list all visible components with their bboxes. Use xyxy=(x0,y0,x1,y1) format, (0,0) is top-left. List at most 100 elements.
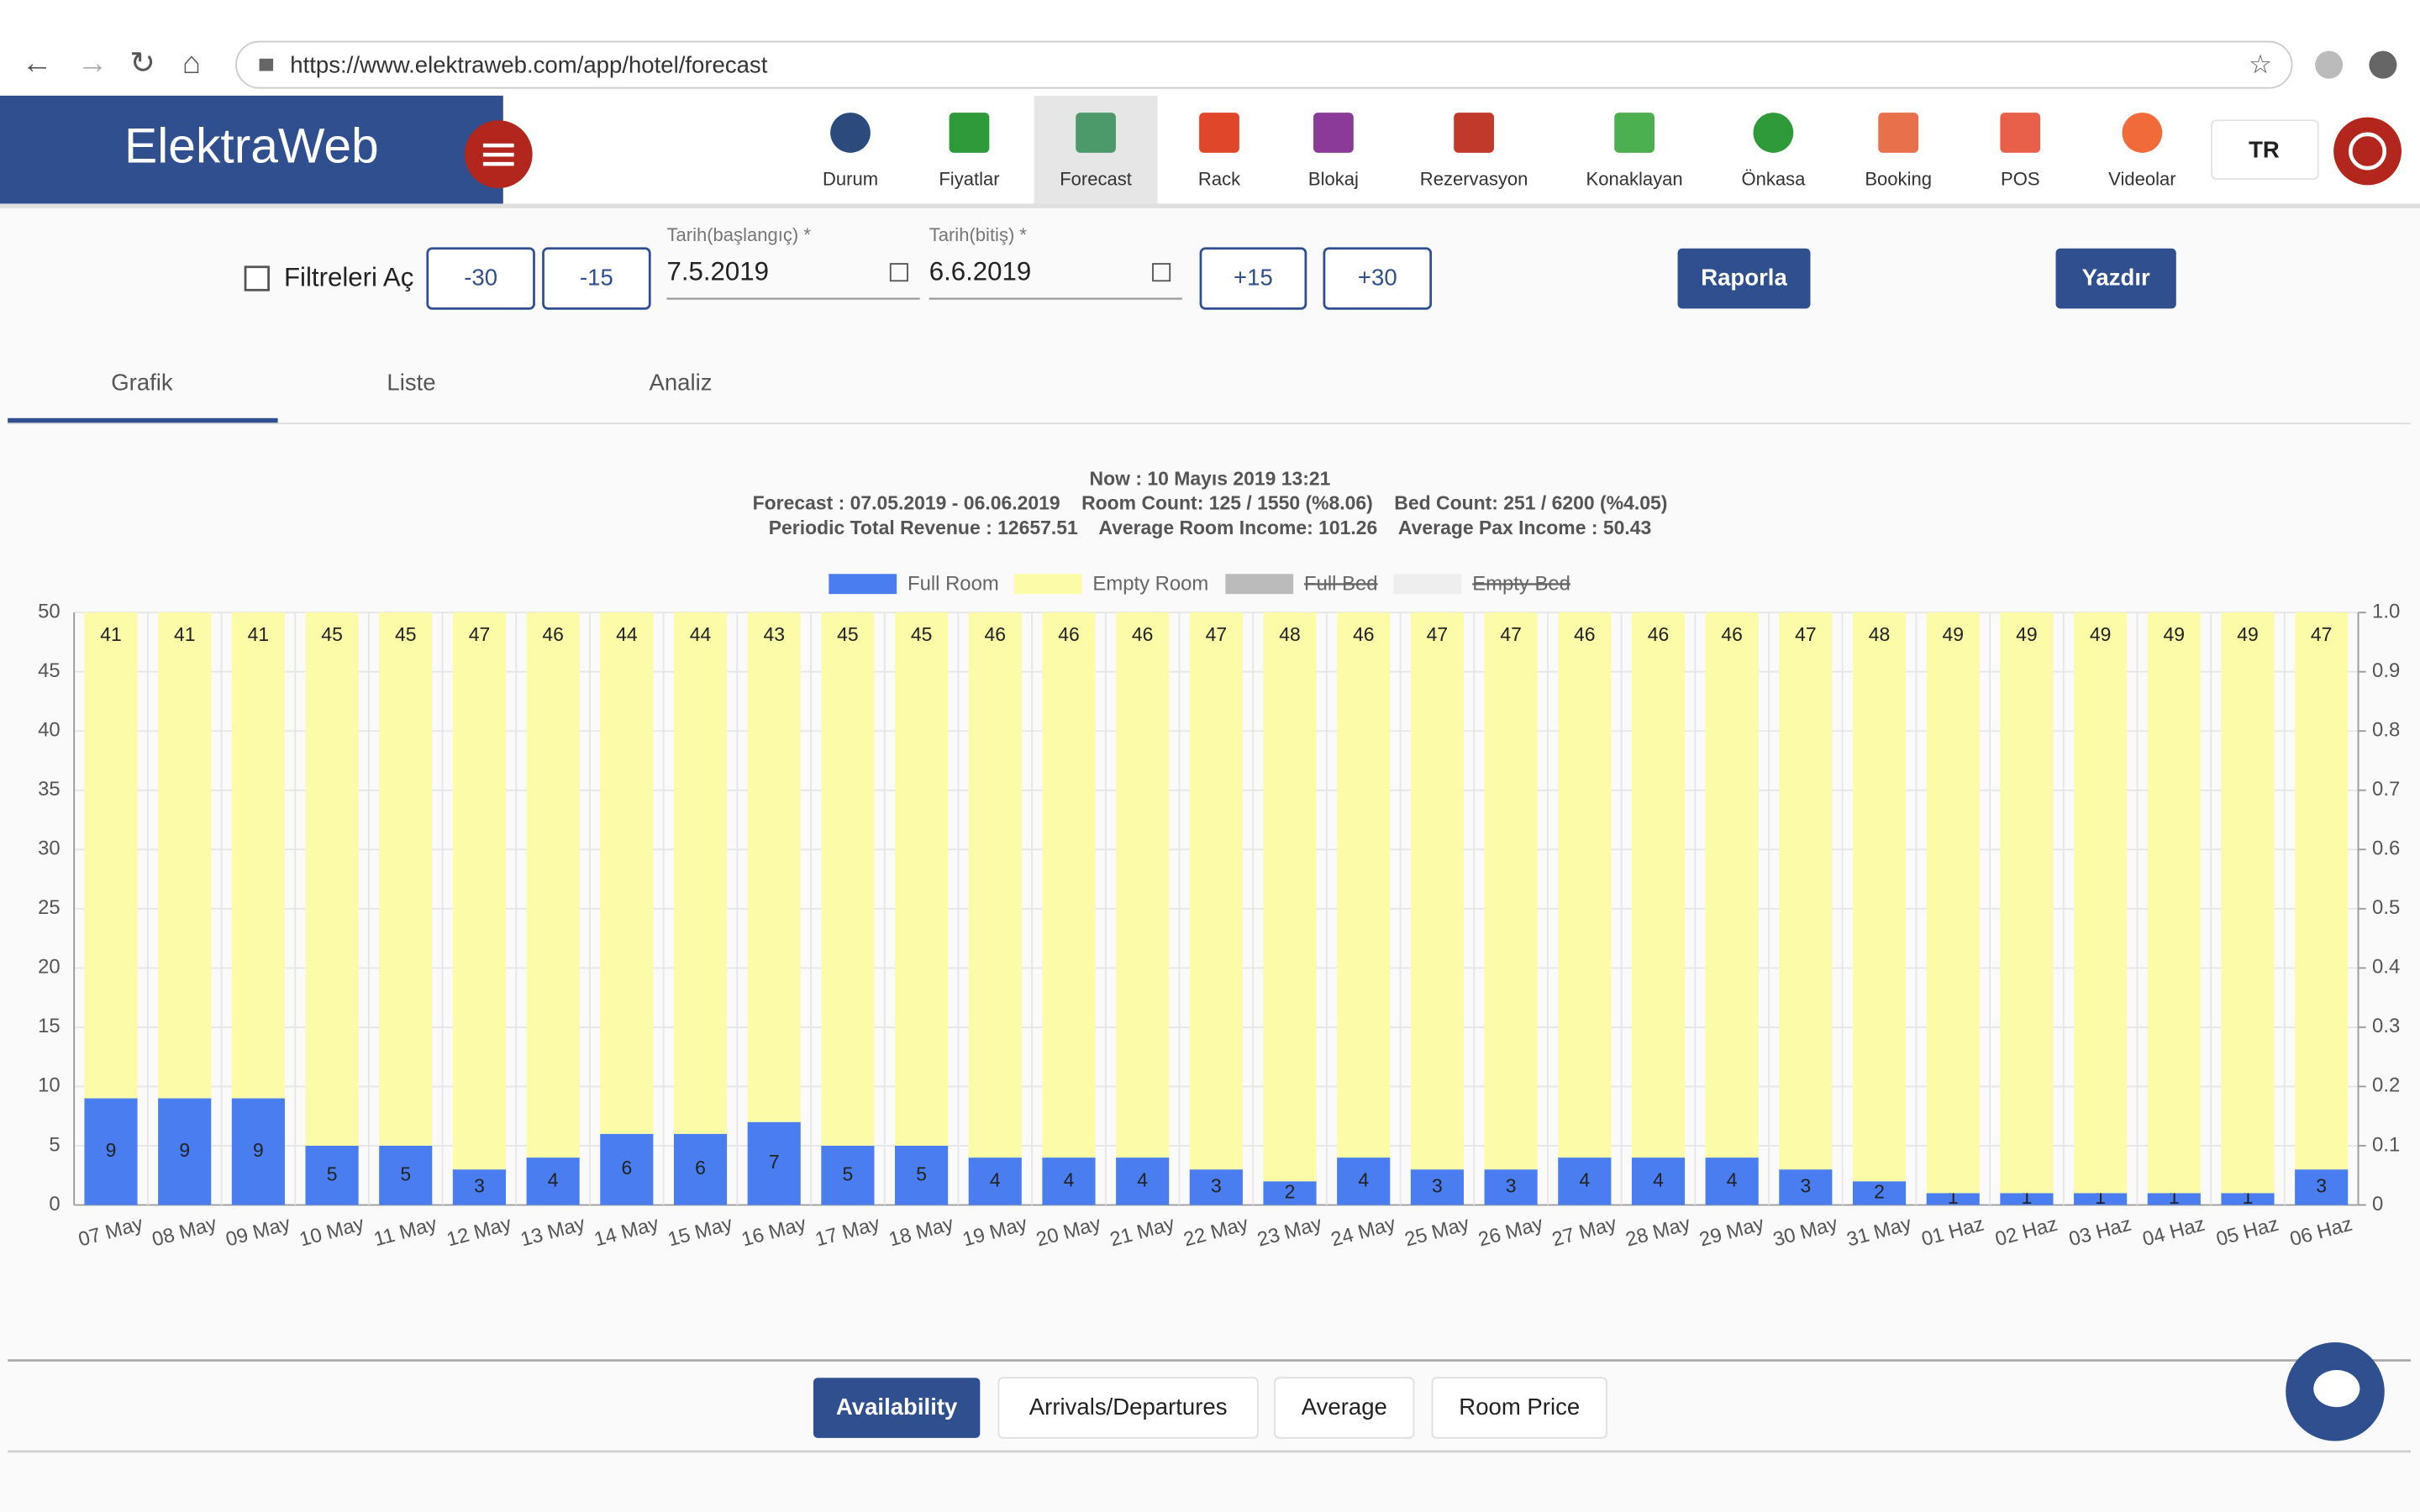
bar xyxy=(305,612,359,1146)
bar xyxy=(673,1133,728,1205)
print-button[interactable] xyxy=(2055,248,2176,309)
nav-icon xyxy=(1199,113,1239,153)
address-bar[interactable] xyxy=(235,40,2293,89)
value-label: 5 xyxy=(843,1163,854,1184)
legend-swatch[interactable] xyxy=(1225,574,1294,595)
calendar-icon[interactable] xyxy=(889,263,908,282)
bottom-divider xyxy=(8,1450,2411,1453)
value-label: 49 xyxy=(2090,623,2112,645)
value-label: 4 xyxy=(990,1168,1001,1190)
value-label: 45 xyxy=(395,623,417,645)
value-label: 5 xyxy=(400,1163,411,1184)
nav-icon xyxy=(2122,113,2163,153)
shift-button[interactable] xyxy=(426,247,535,310)
bar xyxy=(1705,1158,1759,1205)
value-label: 41 xyxy=(248,623,270,645)
legend-label: Empty Room xyxy=(1092,572,1208,595)
language-button[interactable] xyxy=(2211,119,2319,180)
bar xyxy=(158,1098,212,1205)
bar xyxy=(600,1133,654,1205)
nav-label: Booking xyxy=(1865,169,1932,190)
shift-button[interactable] xyxy=(1323,247,1433,310)
value-label: 4 xyxy=(1137,1168,1148,1190)
bottom-tab[interactable] xyxy=(1274,1377,1415,1439)
value-label: 3 xyxy=(2316,1174,2327,1196)
value-label: 46 xyxy=(1721,623,1743,645)
bottom-tab[interactable] xyxy=(997,1377,1259,1439)
bar xyxy=(305,1145,359,1205)
y-tick-label: 10 xyxy=(38,1074,60,1097)
y2-tick-label: 0.4 xyxy=(2372,956,2400,979)
start-label: Tarih(başlangıç) * xyxy=(666,224,811,245)
report-button[interactable] xyxy=(1677,248,1811,309)
bar xyxy=(1410,612,1464,1170)
bar xyxy=(747,612,801,1122)
bar xyxy=(1852,1181,1907,1205)
bar xyxy=(1631,612,1686,1158)
end-date[interactable]: 6.6.2019 xyxy=(929,256,1032,286)
legend-label: Full Room xyxy=(908,572,999,595)
home-button[interactable]: ⌂ xyxy=(182,45,201,80)
tab-indicator xyxy=(8,417,278,423)
nav-icon xyxy=(2000,113,2041,153)
y2-tick-label: 0.1 xyxy=(2372,1133,2400,1156)
nav-icon xyxy=(1614,113,1655,153)
value-label: 49 xyxy=(2016,623,2038,645)
legend-swatch[interactable] xyxy=(1013,574,1082,595)
y-tick-label: 40 xyxy=(38,719,60,742)
value-label: 47 xyxy=(2311,623,2333,645)
bar xyxy=(1926,612,1980,1194)
bottom-tab-label: Average xyxy=(1302,1394,1387,1420)
bar xyxy=(2295,1169,2349,1205)
bar xyxy=(1189,1169,1243,1205)
url: https://www.elektraweb.com/app/hotel/for… xyxy=(290,51,767,77)
value-label: 47 xyxy=(1795,623,1817,645)
profile-icon[interactable] xyxy=(2315,50,2344,79)
value-label: 9 xyxy=(106,1139,117,1161)
shift-label: +30 xyxy=(1358,265,1397,291)
value-label: 45 xyxy=(837,623,859,645)
shift-button[interactable] xyxy=(1199,247,1307,310)
bar xyxy=(1852,612,1907,1182)
user-button[interactable] xyxy=(2333,117,2402,186)
nav-label: Videolar xyxy=(2108,169,2175,190)
bar xyxy=(1116,612,1170,1158)
lock-icon xyxy=(259,58,274,71)
y2-tick-label: 0.3 xyxy=(2372,1015,2400,1037)
reload-button[interactable]: ↻ xyxy=(129,45,155,80)
menu-line xyxy=(482,143,514,148)
nav-label: Forecast xyxy=(1060,169,1132,190)
legend-swatch[interactable] xyxy=(1393,574,1462,595)
start-underline xyxy=(666,297,920,300)
bar xyxy=(452,1169,507,1205)
calendar-icon[interactable] xyxy=(1152,263,1171,282)
forward-button[interactable]: → xyxy=(77,45,108,80)
shift-label: +15 xyxy=(1234,265,1273,291)
value-label: 5 xyxy=(916,1163,927,1184)
value-label: 41 xyxy=(100,623,122,645)
bottom-tab[interactable] xyxy=(1431,1377,1607,1439)
y-tick-label: 45 xyxy=(38,659,60,682)
value-label: 5 xyxy=(327,1163,338,1184)
start-date[interactable]: 7.5.2019 xyxy=(666,256,769,286)
value-label: 46 xyxy=(1574,623,1596,645)
back-button[interactable]: ← xyxy=(22,45,53,80)
bar xyxy=(821,612,875,1146)
bar xyxy=(1484,1169,1538,1205)
menu-icon[interactable] xyxy=(2369,50,2397,79)
filter-checkbox[interactable] xyxy=(244,265,270,291)
bar xyxy=(821,1145,875,1205)
star-icon[interactable]: ☆ xyxy=(2249,50,2272,79)
tabs-divider xyxy=(8,423,2411,425)
nav-icon xyxy=(1313,113,1354,153)
bottom-tab-label: Room Price xyxy=(1459,1394,1580,1420)
legend-swatch[interactable] xyxy=(829,574,897,595)
value-label: 4 xyxy=(1579,1168,1590,1190)
end-label: Tarih(bitiş) * xyxy=(929,224,1028,245)
bar xyxy=(84,1098,138,1205)
y2-tick-label: 0.6 xyxy=(2372,837,2400,860)
bar xyxy=(2147,1193,2201,1205)
bottom-tab[interactable] xyxy=(813,1378,981,1438)
shift-button[interactable] xyxy=(542,247,651,310)
